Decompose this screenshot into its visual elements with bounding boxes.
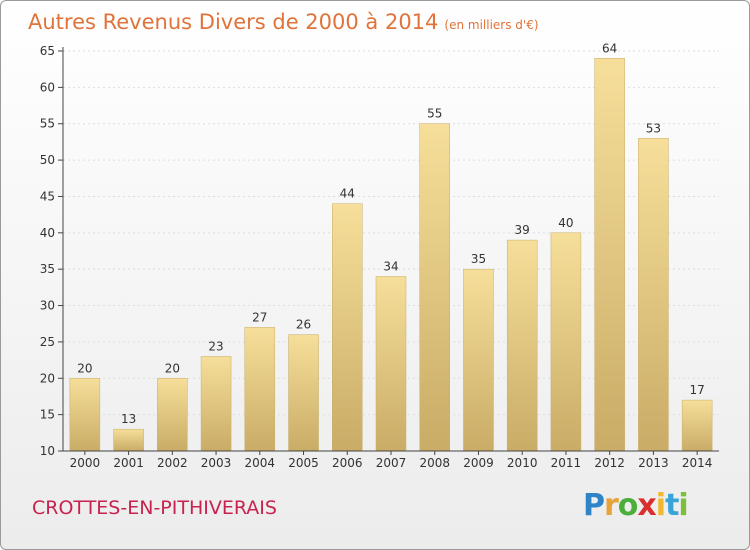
bar	[463, 268, 494, 452]
y-tick-label: 10	[40, 444, 55, 458]
commune-name: CROTTES-EN-PITHIVERAIS	[32, 497, 277, 519]
y-tick-label: 40	[40, 226, 55, 240]
bar	[113, 428, 144, 452]
bar	[157, 378, 188, 452]
logo-letter: x	[637, 488, 656, 523]
bar-value-label: 17	[689, 383, 704, 397]
x-tick-label: 2003	[201, 456, 232, 470]
y-tick-label: 55	[40, 117, 55, 131]
bar	[506, 239, 538, 452]
y-tick-label: 60	[40, 80, 55, 94]
logo-letter: o	[617, 488, 639, 523]
bar	[594, 58, 625, 452]
bar-value-label: 34	[383, 259, 398, 273]
x-tick-label: 2009	[463, 456, 494, 470]
bar-value-label: 27	[252, 310, 267, 324]
y-tick-label: 20	[40, 371, 55, 385]
bar	[69, 378, 101, 452]
bar	[200, 356, 232, 452]
y-tick-label: 45	[40, 189, 55, 203]
bar	[375, 276, 407, 452]
chart-subtitle: (en milliers d'€)	[444, 18, 539, 32]
y-tick-label: 50	[40, 153, 55, 167]
title-line: Autres Revenus Divers de 2000 à 2014 (en …	[28, 10, 539, 34]
bar-value-label: 39	[515, 223, 530, 237]
bar-value-label: 44	[340, 187, 355, 201]
logo-letter: t	[665, 488, 679, 523]
bar	[638, 138, 669, 452]
bar	[550, 232, 582, 452]
bar	[419, 123, 450, 452]
axes	[58, 47, 719, 455]
x-tick-label: 2001	[113, 456, 144, 470]
x-tick-label: 2002	[157, 456, 188, 470]
bar-value-label: 20	[165, 361, 180, 375]
logo-letter: i	[678, 488, 688, 523]
y-tick-label: 25	[40, 335, 55, 349]
bar-value-label: 23	[208, 339, 223, 353]
logo-letter: P	[583, 488, 605, 523]
x-tick-label: 2006	[332, 456, 363, 470]
x-tick-label: 2004	[245, 456, 276, 470]
bar-value-label: 40	[558, 216, 573, 230]
x-tick-label: 2000	[70, 456, 101, 470]
bar-value-label: 20	[77, 361, 92, 375]
bar-value-label: 35	[471, 252, 486, 266]
x-tick-label: 2013	[638, 456, 669, 470]
labels: 10 15 20 25 30 35 40 45 50 55 60 65 20 2000 13 2001 20 20…	[40, 41, 713, 470]
x-tick-label: 2007	[376, 456, 407, 470]
bar	[288, 334, 319, 452]
x-tick-label: 2005	[288, 456, 319, 470]
bar-value-label: 53	[646, 121, 661, 135]
y-tick-label: 65	[40, 44, 55, 58]
y-tick-label: 35	[40, 262, 55, 276]
logo-letter: i	[655, 488, 666, 523]
chart-title: Autres Revenus Divers de 2000 à 2014	[28, 10, 439, 34]
bar-value-label: 13	[121, 412, 136, 426]
x-tick-label: 2011	[551, 456, 582, 470]
proxiti-logo: Proxiti	[583, 488, 689, 523]
bar	[681, 399, 713, 452]
x-tick-label: 2008	[419, 456, 450, 470]
logo-letter: r	[604, 488, 619, 523]
x-tick-label: 2014	[682, 456, 713, 470]
bar-value-label: 55	[427, 107, 442, 121]
y-tick-label: 15	[40, 408, 55, 422]
bar-value-label: 26	[296, 318, 311, 332]
bars	[69, 58, 713, 452]
x-tick-label: 2010	[507, 456, 538, 470]
x-tick-label: 2012	[594, 456, 625, 470]
bar-value-label: 64	[602, 41, 617, 55]
bar	[332, 203, 363, 452]
bar	[244, 327, 276, 452]
y-tick-label: 30	[40, 299, 55, 313]
